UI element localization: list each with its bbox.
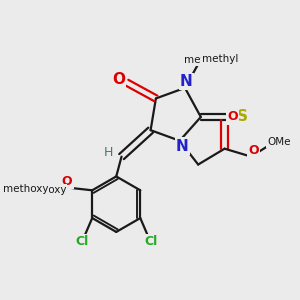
Text: Cl: Cl — [75, 235, 88, 248]
Text: OMe: OMe — [267, 137, 290, 147]
Text: methoxy: methoxy — [21, 185, 66, 195]
Text: S: S — [237, 110, 248, 124]
Text: N: N — [180, 74, 193, 89]
Text: O: O — [62, 175, 72, 188]
Text: H: H — [103, 146, 113, 159]
Text: N: N — [176, 139, 189, 154]
Text: O: O — [248, 143, 259, 157]
Text: methyl: methyl — [202, 54, 238, 64]
Text: Cl: Cl — [144, 235, 158, 248]
Text: O: O — [112, 73, 125, 88]
Text: methoxy: methoxy — [3, 184, 49, 194]
Text: methyl: methyl — [184, 55, 220, 65]
Text: O: O — [227, 110, 238, 124]
